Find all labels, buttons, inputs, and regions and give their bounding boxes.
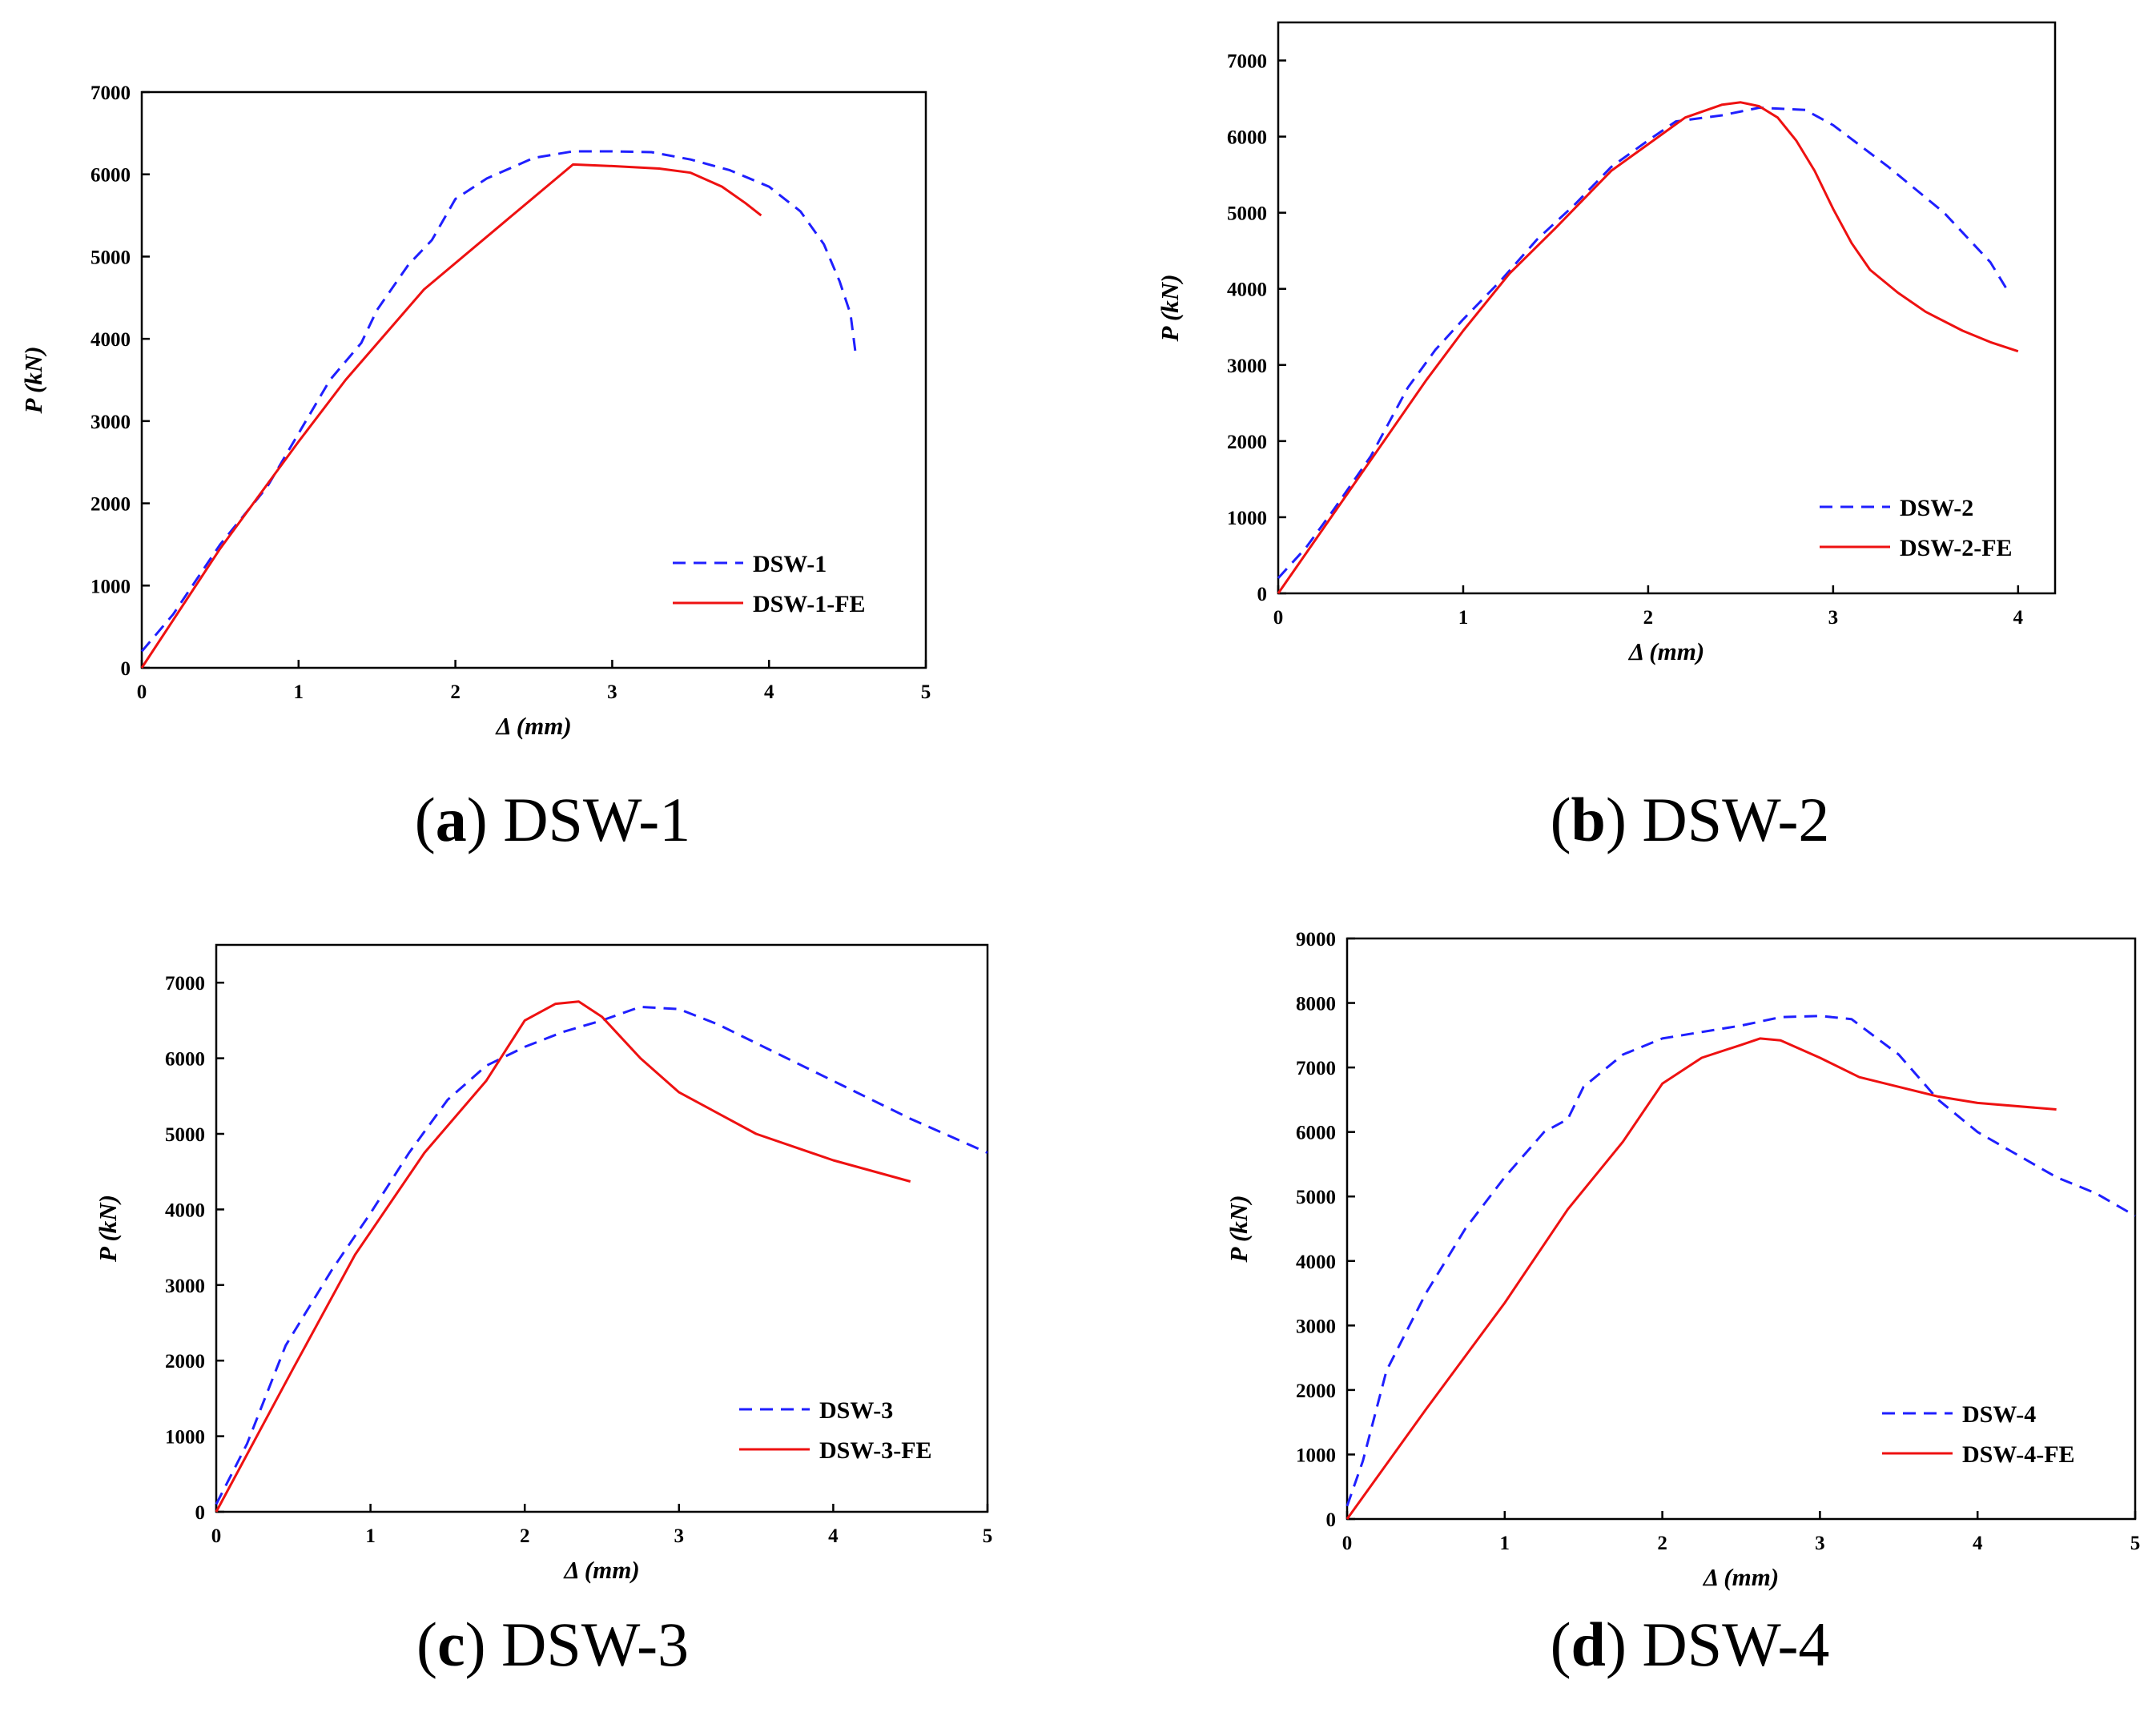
plot-frame bbox=[140, 90, 927, 669]
x-tick-label: 1 bbox=[1458, 607, 1469, 629]
y-axis-label: P (kN) bbox=[1225, 1195, 1253, 1263]
y-tick-label: 4000 bbox=[1296, 1252, 1336, 1273]
y-tick-label: 0 bbox=[1257, 584, 1268, 605]
x-tick-label: 1 bbox=[365, 1525, 376, 1547]
y-tick-label: 7000 bbox=[1227, 51, 1267, 73]
y-tick-label: 1000 bbox=[1227, 508, 1267, 529]
chart-panel-c: 0 1 2 3 4 5 0 1000 2000 3000 4000 5000 6000 7000 Δ (mm… bbox=[94, 943, 993, 1679]
y-tick-label: 2000 bbox=[1296, 1380, 1336, 1402]
legend-label-dsw-1-fe: DSW-1-FE bbox=[753, 591, 866, 617]
x-tick-label: 3 bbox=[607, 681, 617, 703]
x-tick-label: 0 bbox=[1342, 1533, 1353, 1554]
chart-panel-d: 0 1 2 3 4 5 0 1000 2000 3000 4000 5000 6000 7000 8000 9… bbox=[1225, 929, 2140, 1679]
y-tick-label: 8000 bbox=[1296, 994, 1336, 1015]
y-tick-label: 4000 bbox=[91, 329, 131, 351]
x-axis-label: Δ (mm) bbox=[494, 712, 571, 740]
y-axis-label: P (kN) bbox=[19, 346, 47, 414]
y-tick-label: 2000 bbox=[165, 1351, 205, 1372]
legend: DSW-4 DSW-4-FE bbox=[1882, 1401, 2075, 1468]
chart-panel-a: 0 1 2 3 4 5 0 1000 2000 3000 4000 5000 6000 7000 Δ (mm… bbox=[19, 82, 931, 854]
x-tick-label: 5 bbox=[2130, 1533, 2141, 1554]
y-tick-label: 1000 bbox=[1296, 1445, 1336, 1466]
series-line-dsw-4 bbox=[1345, 1015, 2136, 1507]
legend: DSW-1 DSW-1-FE bbox=[673, 551, 866, 617]
legend-label-dsw-3: DSW-3 bbox=[819, 1397, 893, 1424]
x-tick-label: 2 bbox=[1643, 607, 1654, 629]
series-line-dsw-1 bbox=[140, 150, 857, 653]
x-tick-label: 0 bbox=[211, 1525, 222, 1547]
x-axis-label: Δ (mm) bbox=[562, 1556, 639, 1584]
plot-frame bbox=[215, 943, 989, 1513]
y-tick-label: 4000 bbox=[1227, 279, 1267, 301]
legend-label-dsw-4: DSW-4 bbox=[1962, 1401, 2036, 1428]
legend-label-dsw-1: DSW-1 bbox=[753, 551, 827, 577]
legend-label-dsw-3-fe: DSW-3-FE bbox=[819, 1437, 932, 1464]
y-tick-label: 0 bbox=[195, 1502, 206, 1524]
panel-caption: (b) DSW-2 bbox=[1551, 785, 1830, 854]
y-tick-label: 3000 bbox=[1227, 356, 1267, 377]
y-tick-label: 0 bbox=[1326, 1509, 1337, 1531]
y-tick-label: 5000 bbox=[91, 247, 131, 268]
x-tick-label: 0 bbox=[1273, 607, 1284, 629]
x-tick-label: 0 bbox=[137, 681, 147, 703]
x-tick-label: 4 bbox=[828, 1525, 839, 1547]
x-tick-label: 1 bbox=[1500, 1533, 1510, 1554]
y-tick-label: 9000 bbox=[1296, 929, 1336, 950]
y-tick-label: 4000 bbox=[165, 1200, 205, 1221]
x-axis-label: Δ (mm) bbox=[1702, 1563, 1779, 1591]
series-line-dsw-2 bbox=[1277, 106, 2010, 580]
y-tick-label: 7000 bbox=[165, 973, 205, 995]
y-axis-label: P (kN) bbox=[94, 1195, 122, 1263]
x-axis-label: Δ (mm) bbox=[1627, 637, 1704, 665]
y-tick-label: 2000 bbox=[91, 494, 131, 516]
x-tick-label: 5 bbox=[983, 1525, 993, 1547]
chart-panel-b: 0 1 2 3 4 0 1000 2000 3000 4000 5000 6000 7000 Δ (mm)… bbox=[1156, 21, 2057, 854]
legend: DSW-2 DSW-2-FE bbox=[1820, 495, 2013, 561]
y-tick-label: 6000 bbox=[1296, 1123, 1336, 1144]
y-tick-label: 7000 bbox=[91, 82, 131, 104]
series-line-dsw-2-fe bbox=[1277, 101, 2019, 594]
x-tick-label: 2 bbox=[1657, 1533, 1667, 1554]
y-tick-label: 6000 bbox=[91, 165, 131, 187]
y-tick-label: 6000 bbox=[1227, 127, 1267, 149]
x-tick-label: 4 bbox=[1973, 1533, 1983, 1554]
y-tick-label: 0 bbox=[121, 658, 131, 680]
legend-label-dsw-2: DSW-2 bbox=[1900, 495, 1973, 521]
x-tick-label: 3 bbox=[1828, 607, 1839, 629]
legend-label-dsw-4-fe: DSW-4-FE bbox=[1962, 1441, 2075, 1468]
series-line-dsw-1-fe bbox=[140, 163, 762, 669]
y-tick-label: 3000 bbox=[1296, 1316, 1336, 1337]
x-tick-label: 3 bbox=[674, 1525, 685, 1547]
y-tick-label: 5000 bbox=[165, 1124, 205, 1146]
x-tick-label: 1 bbox=[294, 681, 304, 703]
x-tick-label: 4 bbox=[2013, 607, 2024, 629]
y-tick-label: 1000 bbox=[91, 576, 131, 597]
y-tick-label: 7000 bbox=[1296, 1058, 1336, 1079]
panel-caption: (a) DSW-1 bbox=[415, 785, 690, 854]
series-line-dsw-3 bbox=[215, 1005, 988, 1505]
series-line-dsw-3-fe bbox=[215, 1000, 911, 1513]
x-tick-label: 3 bbox=[1815, 1533, 1825, 1554]
y-tick-label: 5000 bbox=[1296, 1187, 1336, 1208]
plot-frame bbox=[1345, 937, 2137, 1521]
y-tick-label: 3000 bbox=[91, 412, 131, 433]
x-tick-label: 2 bbox=[520, 1525, 530, 1547]
panel-caption: (d) DSW-4 bbox=[1551, 1609, 1830, 1679]
y-tick-label: 2000 bbox=[1227, 432, 1267, 453]
series-line-dsw-4-fe bbox=[1345, 1037, 2057, 1520]
plot-frame bbox=[1277, 21, 2057, 595]
y-tick-label: 1000 bbox=[165, 1427, 205, 1449]
y-tick-label: 6000 bbox=[165, 1049, 205, 1071]
x-tick-label: 5 bbox=[921, 681, 931, 703]
legend-label-dsw-2-fe: DSW-2-FE bbox=[1900, 535, 2013, 561]
legend: DSW-3 DSW-3-FE bbox=[739, 1397, 932, 1464]
y-tick-label: 3000 bbox=[165, 1276, 205, 1297]
y-axis-label: P (kN) bbox=[1156, 274, 1184, 342]
y-tick-label: 5000 bbox=[1227, 203, 1267, 225]
panel-caption: (c) DSW-3 bbox=[416, 1609, 689, 1679]
x-tick-label: 4 bbox=[764, 681, 774, 703]
x-tick-label: 2 bbox=[450, 681, 461, 703]
